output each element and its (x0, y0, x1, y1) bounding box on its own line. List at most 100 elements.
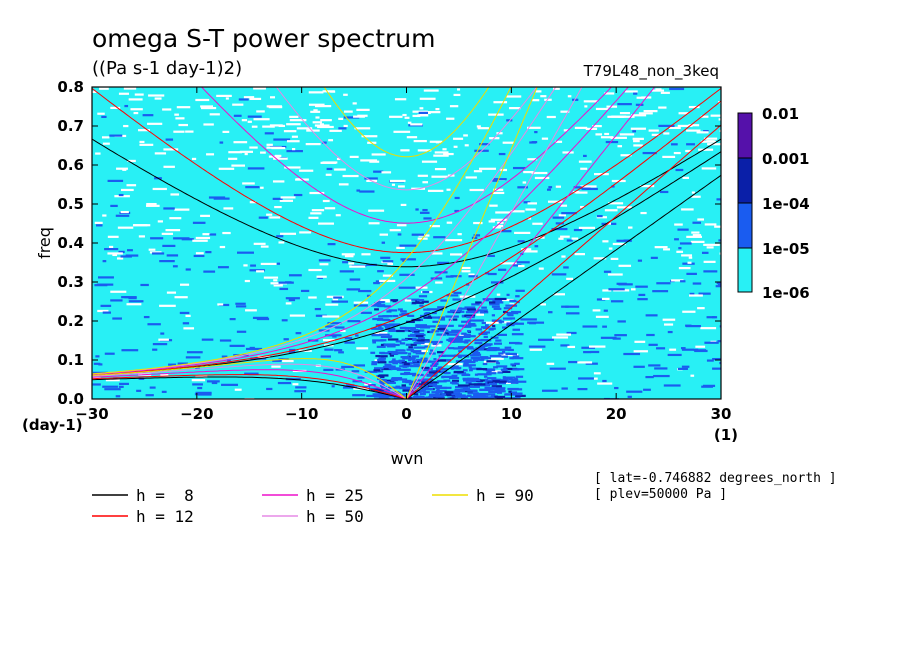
spectrum-cell (327, 243, 336, 246)
spectrum-cell (435, 395, 445, 398)
spectrum-cell (121, 349, 139, 352)
spectrum-cell (637, 259, 643, 262)
spectrum-cell (633, 92, 638, 95)
spectrum-cell (498, 268, 507, 271)
spectrum-cell (420, 342, 429, 346)
spectrum-cell (448, 318, 453, 321)
spectrum-cell (152, 348, 158, 351)
spectrum-cell (121, 188, 134, 192)
spectrum-cell (689, 294, 703, 297)
spectrum-cell (467, 322, 476, 326)
spectrum-cell (308, 216, 319, 219)
spectrum-cell (310, 110, 321, 113)
spectrum-cell (370, 304, 380, 307)
spectrum-cell (424, 345, 430, 348)
spectrum-cell (419, 304, 424, 307)
spectrum-cell (461, 320, 471, 323)
spectrum-cell (289, 314, 305, 317)
spectrum-cell (110, 299, 123, 302)
spectrum-cell (299, 231, 312, 234)
spectrum-cell (146, 202, 157, 206)
spectrum-cell (578, 226, 596, 229)
spectrum-cell (148, 248, 156, 251)
y-tick-label: 0.7 (57, 117, 84, 135)
spectrum-cell (431, 175, 448, 178)
spectrum-cell (471, 236, 478, 239)
spectrum-cell (467, 319, 473, 322)
spectrum-cell (227, 359, 231, 362)
spectrum-cell (603, 270, 612, 273)
colorbar-swatch-4 (738, 248, 752, 292)
spectrum-cell (134, 93, 144, 96)
spectrum-cell (696, 131, 709, 134)
spectrum-cell (489, 204, 498, 207)
spectrum-cell (531, 171, 548, 175)
spectrum-cell (328, 139, 334, 142)
spectrum-cell (718, 118, 721, 121)
spectrum-cell (376, 345, 386, 348)
spectrum-cell (166, 291, 177, 294)
spectrum-cell (392, 358, 396, 361)
spectrum-cell (380, 343, 386, 346)
spectrum-cell (639, 185, 655, 188)
spectrum-cell (347, 320, 361, 323)
spectrum-cell (127, 249, 133, 252)
spectrum-cell (716, 198, 721, 201)
x-tick-label: 30 (711, 405, 732, 423)
spectrum-cell (496, 362, 500, 365)
spectrum-cell (452, 338, 463, 341)
spectrum-cell (405, 343, 412, 346)
spectrum-cell (419, 392, 426, 396)
spectrum-cell (273, 284, 283, 287)
spectrum-cell (510, 363, 516, 366)
spectrum-cell (697, 307, 705, 310)
spectrum-cell (484, 386, 497, 389)
spectrum-cell (472, 351, 481, 355)
spectrum-cell (678, 112, 689, 115)
spectrum-cell (395, 340, 402, 343)
spectrum-cell (318, 259, 331, 262)
spectrum-cell (95, 355, 100, 358)
spectrum-cell (312, 121, 322, 124)
spectrum-cell (390, 378, 398, 382)
spectrum-cell (663, 248, 670, 251)
spectrum-cell (432, 320, 440, 323)
spectrum-cell (566, 239, 573, 242)
kelvin-wave-curve (406, 87, 583, 399)
spectrum-cell (336, 157, 341, 161)
spectrum-cell (228, 151, 243, 154)
spectrum-cell (667, 330, 673, 334)
spectrum-cell (607, 273, 623, 276)
spectrum-cell (281, 319, 288, 322)
spectrum-cell (552, 87, 560, 90)
spectrum-cell (396, 368, 411, 371)
spectrum-cell (384, 379, 395, 382)
spectrum-cell (123, 124, 129, 128)
spectrum-cell (552, 216, 565, 219)
spectrum-cell (462, 369, 468, 372)
spectrum-cell (480, 331, 490, 334)
spectrum-cell (412, 339, 417, 342)
spectrum-cell (475, 301, 482, 304)
spectrum-cell (283, 338, 289, 341)
spectrum-cell (685, 324, 692, 327)
spectrum-cell (150, 237, 164, 240)
spectrum-cell (511, 310, 522, 314)
spectrum-cell (412, 355, 420, 358)
spectrum-cell (633, 365, 645, 368)
spectrum-cell (104, 352, 115, 355)
spectrum-cell (560, 344, 570, 347)
spectrum-cell (464, 306, 476, 309)
spectrum-cell (462, 325, 472, 328)
spectrum-cell (489, 390, 494, 393)
spectrum-cell (656, 282, 671, 285)
spectrum-cell (633, 144, 643, 147)
spectrum-cell (610, 257, 619, 260)
spectrum-cell (595, 133, 603, 136)
spectrum-cell (433, 397, 445, 399)
spectrum-cell (602, 240, 609, 243)
spectrum-cell (643, 110, 658, 113)
spectrum-cell (315, 314, 327, 317)
spectrum-cell (127, 159, 136, 163)
colorbar-label-3: 1e-04 (762, 195, 810, 213)
